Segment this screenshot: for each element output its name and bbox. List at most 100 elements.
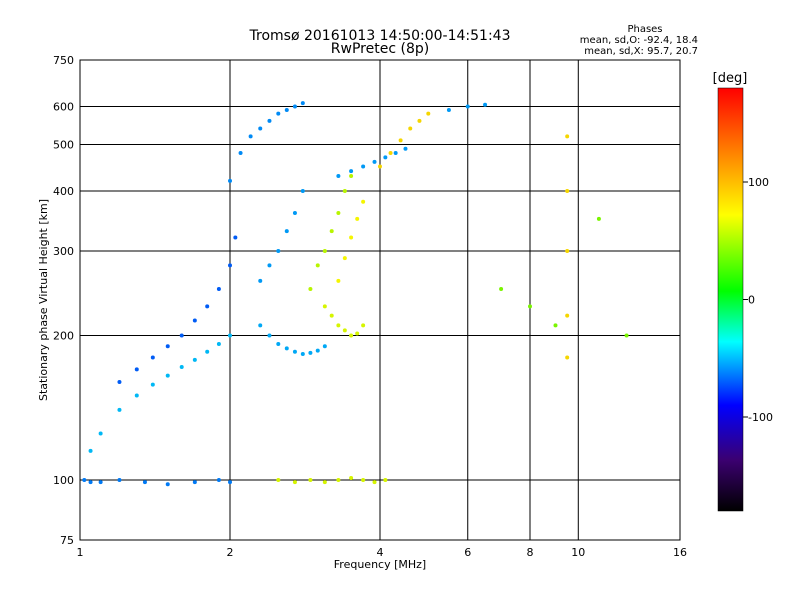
data-point bbox=[342, 328, 347, 333]
data-point bbox=[292, 480, 297, 485]
data-point bbox=[372, 159, 377, 164]
data-point bbox=[292, 211, 297, 216]
data-point bbox=[216, 478, 221, 483]
chart-header: Tromsø 20161013 14:50:00-14:51:43 RwPret… bbox=[249, 24, 698, 57]
data-point bbox=[276, 249, 281, 254]
data-point bbox=[192, 318, 197, 323]
data-point bbox=[349, 475, 354, 480]
data-point bbox=[300, 352, 305, 357]
data-point bbox=[398, 138, 403, 143]
x-tick-label: 16 bbox=[673, 546, 687, 559]
data-point bbox=[165, 373, 170, 378]
data-point bbox=[446, 108, 451, 113]
data-point bbox=[165, 344, 170, 349]
phase-stats-o: mean, sd,O: -92.4, 18.4 bbox=[580, 35, 698, 46]
data-point bbox=[284, 229, 289, 234]
data-point bbox=[267, 263, 272, 268]
data-point bbox=[276, 342, 281, 347]
y-tick-label: 750 bbox=[53, 54, 74, 67]
data-point bbox=[179, 333, 184, 338]
data-point bbox=[134, 393, 139, 398]
data-point bbox=[292, 104, 297, 109]
y-tick-label: 600 bbox=[53, 101, 74, 114]
data-point bbox=[276, 478, 281, 483]
data-point bbox=[403, 146, 408, 151]
data-point bbox=[553, 323, 558, 328]
data-point bbox=[98, 480, 103, 485]
data-point bbox=[329, 229, 334, 234]
x-tick-label: 10 bbox=[571, 546, 585, 559]
data-point bbox=[267, 118, 272, 123]
data-point bbox=[150, 355, 155, 360]
data-point bbox=[179, 364, 184, 369]
phase-colorbar: [deg] 100 0 -100 bbox=[713, 71, 773, 512]
data-point bbox=[388, 151, 393, 156]
data-point bbox=[150, 382, 155, 387]
data-point bbox=[258, 126, 263, 131]
data-point bbox=[165, 482, 170, 487]
colorbar-gradient bbox=[717, 87, 744, 512]
data-point bbox=[417, 118, 422, 123]
data-point bbox=[349, 333, 354, 338]
data-point bbox=[300, 189, 305, 194]
x-tick-label: 2 bbox=[227, 546, 234, 559]
data-point bbox=[315, 263, 320, 268]
chart-subtitle: RwPretec (8p) bbox=[331, 41, 429, 57]
data-point bbox=[216, 287, 221, 292]
data-point bbox=[336, 211, 341, 216]
data-point bbox=[315, 348, 320, 353]
data-point bbox=[322, 344, 327, 349]
data-point bbox=[228, 480, 232, 485]
y-tick-label: 75 bbox=[60, 534, 74, 547]
data-point bbox=[528, 304, 532, 309]
data-point bbox=[349, 169, 354, 174]
data-point bbox=[233, 235, 238, 240]
data-point bbox=[308, 350, 313, 355]
y-tick-label: 200 bbox=[53, 330, 74, 343]
data-point bbox=[408, 126, 413, 131]
data-point bbox=[465, 104, 470, 109]
data-point bbox=[355, 216, 360, 221]
data-point bbox=[565, 313, 570, 318]
data-point bbox=[117, 407, 122, 412]
data-point bbox=[228, 263, 232, 268]
data-point bbox=[292, 349, 297, 354]
data-point bbox=[565, 189, 570, 194]
data-point bbox=[336, 323, 341, 328]
data-point bbox=[336, 173, 341, 178]
data-point bbox=[134, 367, 139, 372]
y-axis-ticks: 75 100 200 300 400 500 600 750 bbox=[53, 54, 74, 547]
colorbar-tick-label: 0 bbox=[748, 294, 755, 307]
data-point bbox=[228, 333, 232, 338]
y-axis-label: Stationary phase Virtual Height [km] bbox=[37, 199, 50, 401]
data-point bbox=[238, 151, 243, 156]
y-tick-label: 500 bbox=[53, 139, 74, 152]
data-point bbox=[258, 278, 263, 283]
data-point bbox=[308, 478, 313, 483]
data-point bbox=[98, 431, 103, 436]
data-point bbox=[205, 304, 210, 309]
grid-lines bbox=[80, 60, 680, 540]
data-point bbox=[596, 216, 601, 221]
data-point bbox=[142, 480, 147, 485]
data-point bbox=[322, 480, 327, 485]
data-point bbox=[248, 134, 253, 139]
colorbar-tick-label: -100 bbox=[748, 411, 773, 424]
data-point bbox=[483, 102, 488, 107]
data-point bbox=[426, 111, 431, 116]
chart-title: Tromsø 20161013 14:50:00-14:51:43 bbox=[249, 28, 511, 44]
data-points bbox=[82, 101, 629, 487]
x-tick-label: 4 bbox=[377, 546, 384, 559]
data-point bbox=[355, 331, 360, 336]
data-point bbox=[349, 235, 354, 240]
data-point bbox=[372, 480, 377, 485]
data-point bbox=[336, 278, 341, 283]
y-tick-label: 300 bbox=[53, 245, 74, 258]
data-point bbox=[88, 448, 93, 453]
phase-stats-x: mean, sd,X: 95.7, 20.7 bbox=[584, 46, 698, 57]
data-point bbox=[88, 480, 93, 485]
x-axis-ticks: 1 2 4 6 8 10 16 bbox=[77, 546, 688, 559]
data-point bbox=[308, 287, 313, 292]
data-point bbox=[329, 313, 334, 318]
